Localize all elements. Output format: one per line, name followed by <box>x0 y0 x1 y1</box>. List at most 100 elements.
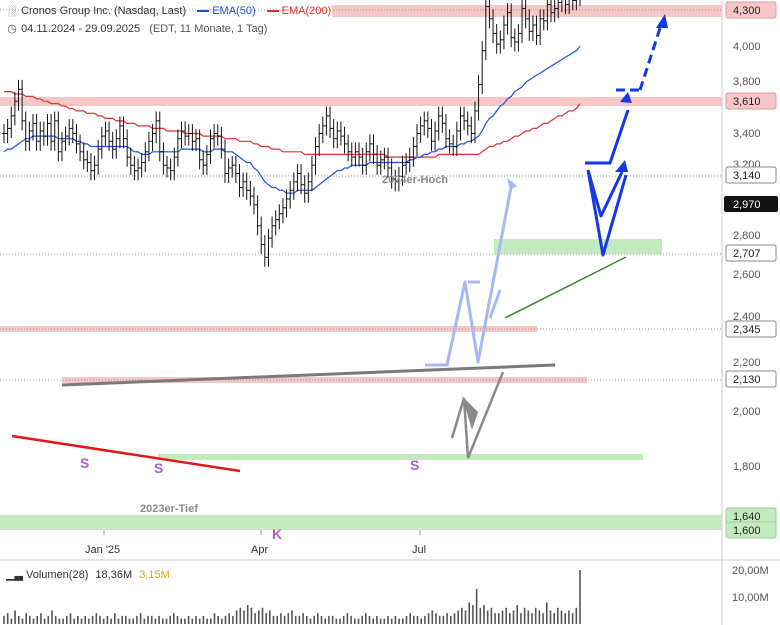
ohlc-bar <box>567 0 570 15</box>
volume-bar <box>235 610 238 624</box>
volume-bar <box>132 618 134 624</box>
ohlc-bar <box>292 172 296 200</box>
ohlc-bar <box>168 158 173 181</box>
ohlc-bar <box>549 0 553 23</box>
volume-bar <box>228 613 230 624</box>
ohlc-bar <box>574 0 577 11</box>
projection-blue-arrowhead-3 <box>656 14 668 28</box>
ohlc-bar <box>545 0 550 31</box>
ohlc-bar <box>313 137 318 175</box>
ohlc-bar <box>165 155 169 178</box>
volume-bar <box>564 613 566 624</box>
support-zone-1600 <box>0 515 722 530</box>
volume-bar <box>494 613 496 624</box>
ohlc-bar <box>541 9 546 31</box>
ohlc-bar <box>157 111 162 162</box>
projection-blue-upper <box>585 109 630 165</box>
volume-bar <box>184 618 186 624</box>
ohlc-bar <box>92 155 97 181</box>
ema50-legend-swatch <box>197 10 210 13</box>
ohlc-bar <box>20 79 24 131</box>
ohlc-bar <box>2 124 6 144</box>
volume-bar <box>239 607 242 624</box>
ohlc-bar <box>52 111 57 151</box>
ohlc-bar <box>85 150 90 173</box>
volume-bar <box>376 615 378 624</box>
ohlc-bar <box>78 134 82 162</box>
ema200-line <box>4 91 581 158</box>
ohlc-bar <box>295 164 300 192</box>
volume-bar <box>114 613 116 624</box>
ohlc-bar <box>154 111 158 144</box>
volume-bar <box>309 618 312 624</box>
volume-bar <box>438 615 441 624</box>
ohlc-bar <box>284 189 289 218</box>
volume-bar <box>450 615 452 624</box>
volume-bar <box>420 618 422 624</box>
volume-bar <box>265 613 267 624</box>
ohlc-bar <box>89 153 93 181</box>
volume-bar <box>136 615 138 624</box>
volume-bar <box>520 613 522 624</box>
volume-average: 18,36M <box>95 569 133 581</box>
volume-bar <box>150 615 153 624</box>
ohlc-bar <box>237 164 242 198</box>
volume-bar <box>557 607 559 624</box>
volume-bar <box>280 613 282 624</box>
volume-bar <box>568 610 570 624</box>
volume-bar <box>468 602 470 624</box>
ohlc-bar <box>150 124 155 151</box>
projection-blue-arrowhead-1 <box>620 92 632 103</box>
volume-bar <box>173 613 175 624</box>
ohlc-bar <box>357 142 361 167</box>
ohlc-bar <box>531 15 535 41</box>
ohlc-bar <box>375 145 379 175</box>
volume-label: Volumen(28) <box>25 569 89 581</box>
volume-bar <box>390 618 393 624</box>
ohlc-bar <box>255 195 260 236</box>
ohlc-bar <box>223 139 227 184</box>
level-lines <box>0 9 722 381</box>
volume-bar <box>154 618 157 624</box>
ohlc-bar <box>538 9 542 46</box>
ohlc-icon: ░ <box>8 5 16 17</box>
price-tag-2130: 2,130 <box>733 374 761 386</box>
ohlc-bar <box>382 147 387 170</box>
volume-bar <box>302 613 304 624</box>
ohlc-bar <box>473 101 477 144</box>
volume-bar <box>254 613 256 624</box>
volume-bar <box>269 610 271 624</box>
volume-bar <box>29 615 31 624</box>
ohlc-bar <box>527 9 532 41</box>
ohlc-bar <box>172 147 177 181</box>
ohlc-bar <box>397 166 401 192</box>
volume-bar <box>91 615 94 624</box>
ohlc-bar <box>23 111 28 151</box>
candlesticks <box>2 0 581 267</box>
ohlc-bar <box>393 169 398 192</box>
resistance-zone-3610 <box>0 97 722 106</box>
volume-bar <box>472 605 474 624</box>
ohlc-bar <box>179 121 184 149</box>
ohlc-bar <box>494 24 499 54</box>
downtrend-line-red <box>11 434 241 473</box>
volume-bar <box>409 613 411 624</box>
volume-bar <box>328 615 330 624</box>
ohlc-bar <box>259 216 264 255</box>
x-axis: Jan '25 Apr Jul <box>85 530 426 556</box>
ohlc-bar <box>49 113 53 151</box>
volume-bar <box>51 610 53 624</box>
volume-bar <box>224 615 227 624</box>
volume-bar <box>346 613 349 624</box>
volume-bar <box>475 588 478 624</box>
volume-bar <box>509 613 511 624</box>
ema200-legend-swatch <box>266 10 279 13</box>
ohlc-bar <box>342 126 347 154</box>
price-tag-3610: 3,610 <box>733 96 761 108</box>
volume-bar <box>342 615 345 624</box>
ohlc-bar <box>252 186 256 215</box>
ohlc-bar <box>273 210 278 236</box>
volume-bar <box>128 618 131 624</box>
ohlc-bar <box>484 0 488 61</box>
